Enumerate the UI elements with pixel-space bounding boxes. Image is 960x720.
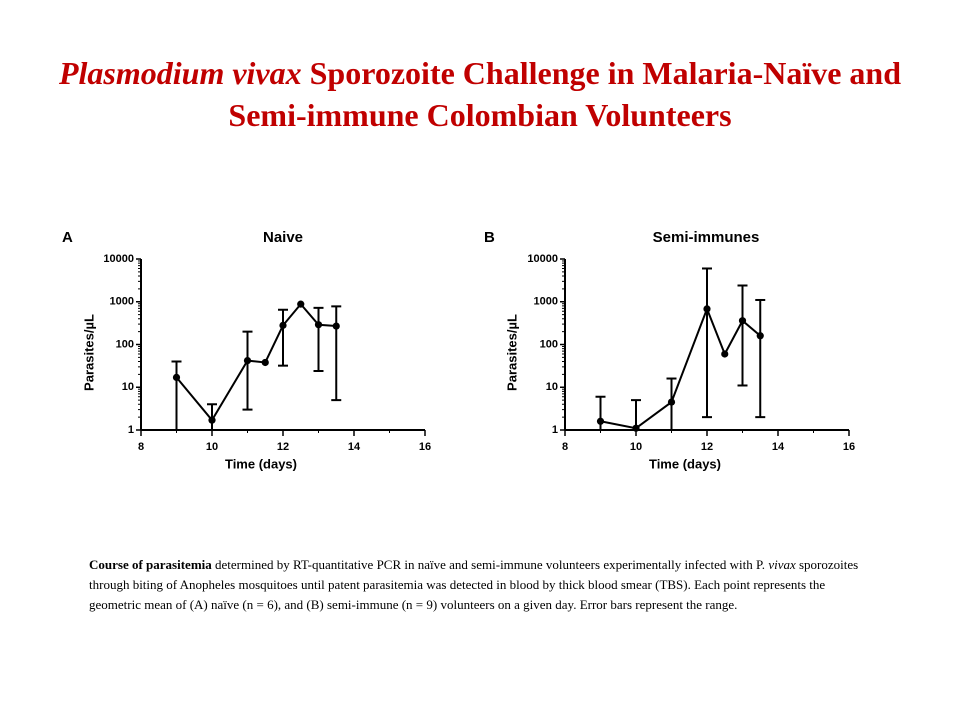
panel-b-y-tick-label: 100 [540,338,558,350]
panel-b-x-axis-label: Time (days) [649,456,721,471]
panel-a-x-tick-label: 10 [206,441,218,453]
panel-b-y-tick-label: 10000 [527,253,558,265]
panel-b-x-tick-label: 8 [562,441,568,453]
panel-b-y-tick-label: 1 [552,424,558,436]
panel-a-x-tick-label: 16 [419,441,431,453]
panel-b-data-point [721,350,729,358]
panel-b-x-tick-label: 12 [701,441,713,453]
panel-a-data-point [314,321,323,329]
panel-b-title: Semi-immunes [653,229,760,246]
panel-b-x-tick-label: 14 [772,441,785,453]
panel-a-data-point [243,357,252,365]
panel-b-data-point [738,317,747,325]
panel-a-x-tick-label: 14 [348,441,361,453]
caption-italic: vivax [768,557,796,572]
panel-a-data-point [279,321,287,329]
panel-a-data-point [332,322,340,330]
figure-caption: Course of parasitemia determined by RT-q… [89,555,871,615]
panel-b-data-point [667,398,676,406]
panel-a-y-tick-label: 10 [122,381,134,393]
panel-b-series-line [600,306,761,430]
panel-a-y-tick-label: 1 [128,424,134,436]
panel-b-x-tick-label: 10 [630,441,642,453]
panel-a-data-point [261,358,269,367]
panel-a-data-point [172,373,181,381]
caption-part2: sporozoites through biting of Anopheles … [89,557,859,612]
panel-b-data-point [596,417,605,425]
panel-a-data-point [208,416,216,424]
panel-a-data-point [297,300,305,308]
panel-a-series-line [175,302,337,422]
panel-b-data-point [756,332,764,340]
panel-a-y-tick-label: 10000 [103,253,134,265]
caption-part1: determined by RT-quantitative PCR in naï… [211,557,769,572]
slide-title-italic: Plasmodium vivax [58,55,302,91]
panel-a-y-tick-label: 1000 [110,296,134,308]
panel-a-y-tick-label: 100 [116,338,134,350]
panel-b-letter: B [484,229,495,246]
slide-title: Plasmodium vivax Sporozoite Challenge in… [40,52,920,136]
panel-a-letter: A [62,229,73,246]
caption-bold: Course of parasitemia [89,557,212,572]
panel-b-x-tick-label: 16 [843,441,855,453]
panel-b-y-tick-label: 10 [546,381,558,393]
panel-b-data-point [632,424,640,432]
panel-a-x-tick-label: 12 [277,441,289,453]
panel-a-y-axis-label: Parasites/µL [81,314,96,391]
panel-b-y-axis-label: Parasites/µL [504,314,519,391]
panel-a-x-axis-label: Time (days) [225,456,297,471]
panel-a-title: Naive [263,229,303,246]
slide-title-rest: Sporozoite Challenge in Malaria-Naïve an… [228,55,902,133]
panel-b-data-point [703,305,711,313]
panel-b-y-tick-label: 1000 [534,296,558,308]
panel-a-x-tick-label: 8 [138,441,144,453]
